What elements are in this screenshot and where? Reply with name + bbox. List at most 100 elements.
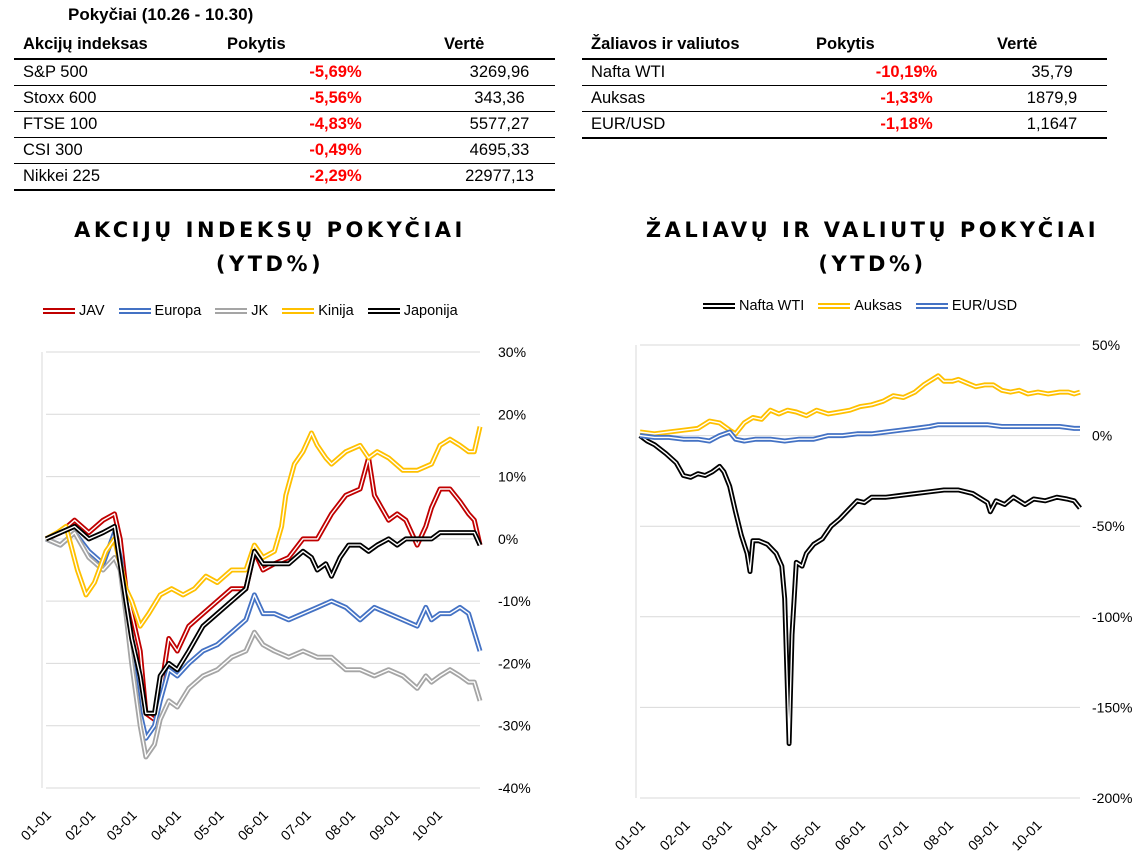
- row-name: EUR/USD: [582, 111, 816, 139]
- column-header-index: Akcijų indeksas: [14, 31, 227, 60]
- table-row: CSI 300 -0,49% 4695,33: [14, 137, 555, 164]
- row-value: 5577,27: [444, 111, 555, 138]
- row-change: -10,19%: [816, 59, 997, 86]
- table-row: Nafta WTI -10,19% 35,79: [582, 59, 1107, 86]
- row-name: Stoxx 600: [14, 85, 227, 112]
- row-value: 3269,96: [444, 59, 555, 86]
- legend-label: Europa: [154, 303, 202, 319]
- legend-swatch: [215, 307, 248, 315]
- x-tick-label: 04-01: [743, 817, 780, 854]
- y-tick-label: -100%: [1092, 609, 1132, 625]
- row-change: -5,69%: [227, 59, 444, 86]
- series-line-nafta-wti: [638, 433, 1082, 747]
- legend-swatch: [118, 307, 151, 315]
- page-title: Pokyčiai (10.26 - 10.30): [68, 5, 254, 24]
- row-value: 1,1647: [997, 111, 1107, 139]
- column-header-value: Vertė: [997, 31, 1107, 60]
- x-tick-label: 10-01: [409, 807, 446, 844]
- legend-swatch: [915, 302, 948, 310]
- legend-swatch: [367, 307, 400, 315]
- x-tick-label: 01-01: [17, 807, 54, 844]
- indices-chart-title-line2: (YTD%): [215, 252, 325, 276]
- y-tick-label: -40%: [498, 780, 531, 796]
- legend-swatch: [818, 302, 851, 310]
- x-tick-label: 08-01: [920, 817, 957, 854]
- table-row: EUR/USD -1,18% 1,1647: [582, 111, 1107, 139]
- series-line-jav: [44, 455, 483, 722]
- x-tick-label: 01-01: [611, 817, 648, 854]
- legend-item: Auksas: [818, 298, 902, 314]
- legend-label: Kinija: [318, 303, 354, 319]
- table-header-row: Akcijų indeksas Pokytis Vertė: [14, 31, 555, 60]
- legend-item: Nafta WTI: [703, 298, 804, 314]
- y-tick-label: -10%: [498, 593, 531, 609]
- commodities-chart-title-line2: (YTD%): [818, 252, 927, 276]
- x-tick-label: 09-01: [965, 817, 1002, 854]
- x-tick-label: 05-01: [787, 817, 824, 854]
- x-tick-label: 02-01: [656, 817, 693, 854]
- legend-item: JAV: [43, 303, 105, 319]
- legend-label: JAV: [79, 303, 105, 319]
- x-tick-label: 06-01: [831, 817, 868, 854]
- y-tick-label: -20%: [498, 655, 531, 671]
- indices-chart: 30% 20% 10% 0% -10% -20% -30% -40% 01-01 02-01 03-…: [17, 344, 531, 844]
- table-row: Auksas -1,33% 1879,9: [582, 85, 1107, 112]
- indices-chart-title: AKCIJŲ INDEKSŲ POKYČIAI (YTD%): [40, 213, 500, 281]
- legend-item: JK: [215, 303, 268, 319]
- row-change: -5,56%: [227, 85, 444, 112]
- row-name: Nafta WTI: [582, 59, 816, 86]
- column-header-change: Pokytis: [816, 31, 997, 60]
- x-tick-label: 06-01: [234, 807, 271, 844]
- legend-label: EUR/USD: [951, 298, 1018, 314]
- legend-item: Kinija: [282, 303, 354, 319]
- commodities-chart-title-line1: ŽALIAVŲ IR VALIUTŲ POKYČIAI: [645, 218, 1100, 242]
- legend-label: JK: [251, 303, 269, 319]
- row-value: 35,79: [997, 59, 1107, 86]
- y-tick-label: 10%: [498, 469, 526, 485]
- x-tick-label: 08-01: [322, 807, 359, 844]
- series-line-inner: [45, 525, 481, 714]
- row-name: CSI 300: [14, 137, 227, 164]
- legend-swatch: [43, 307, 75, 315]
- table-row: Stoxx 600 -5,56% 343,36: [14, 85, 555, 112]
- x-tick-label: 05-01: [190, 807, 227, 844]
- x-tick-label: 04-01: [147, 807, 184, 844]
- commodities-chart: 50%0%-50%-100%-150%-200%01-01 02-01 03-01 0…: [611, 337, 1132, 854]
- commodities-chart-title: ŽALIAVŲ IR VALIUTŲ POKYČIAI (YTD%): [640, 213, 1105, 281]
- series-line-inner: [45, 457, 481, 721]
- legend-item: Japonija: [367, 303, 458, 319]
- series-line-inner: [639, 375, 1081, 435]
- row-value: 22977,13: [444, 163, 555, 191]
- legend-label: Japonija: [403, 303, 458, 319]
- series-line-inner: [639, 435, 1081, 745]
- x-tick-label: 03-01: [103, 807, 140, 844]
- y-tick-label: 0%: [498, 531, 518, 547]
- table-row: Nikkei 225 -2,29% 22977,13: [14, 163, 555, 191]
- y-tick-label: 50%: [1092, 337, 1120, 353]
- legend-item: EUR/USD: [915, 298, 1018, 314]
- x-tick-label: 10-01: [1008, 817, 1045, 854]
- y-tick-label: -150%: [1092, 699, 1132, 715]
- row-name: FTSE 100: [14, 111, 227, 138]
- row-value: 4695,33: [444, 137, 555, 164]
- row-change: -4,83%: [227, 111, 444, 138]
- legend-label: Auksas: [854, 298, 902, 314]
- row-value: 1879,9: [997, 85, 1107, 112]
- x-tick-label: 09-01: [366, 807, 403, 844]
- row-value: 343,36: [444, 85, 555, 112]
- x-tick-label: 02-01: [62, 807, 99, 844]
- x-tick-label: 07-01: [875, 817, 912, 854]
- table-row: S&P 500 -5,69% 3269,96: [14, 59, 555, 86]
- x-tick-label: 07-01: [277, 807, 314, 844]
- x-tick-label: 03-01: [698, 817, 735, 854]
- legend-item: Europa: [118, 303, 202, 319]
- y-tick-label: -30%: [498, 718, 531, 734]
- y-tick-label: -50%: [1092, 518, 1125, 534]
- indices-chart-legend: JAV Europa JK Kinija Japonija: [43, 303, 472, 319]
- indices-chart-title-line1: AKCIJŲ INDEKSŲ POKYČIAI: [74, 218, 466, 242]
- y-tick-label: 20%: [498, 406, 526, 422]
- row-name: Auksas: [582, 85, 816, 112]
- table-header-row: Žaliavos ir valiutos Pokytis Vertė: [582, 31, 1107, 60]
- column-header-commodity: Žaliavos ir valiutos: [582, 31, 816, 60]
- y-tick-label: -200%: [1092, 790, 1132, 806]
